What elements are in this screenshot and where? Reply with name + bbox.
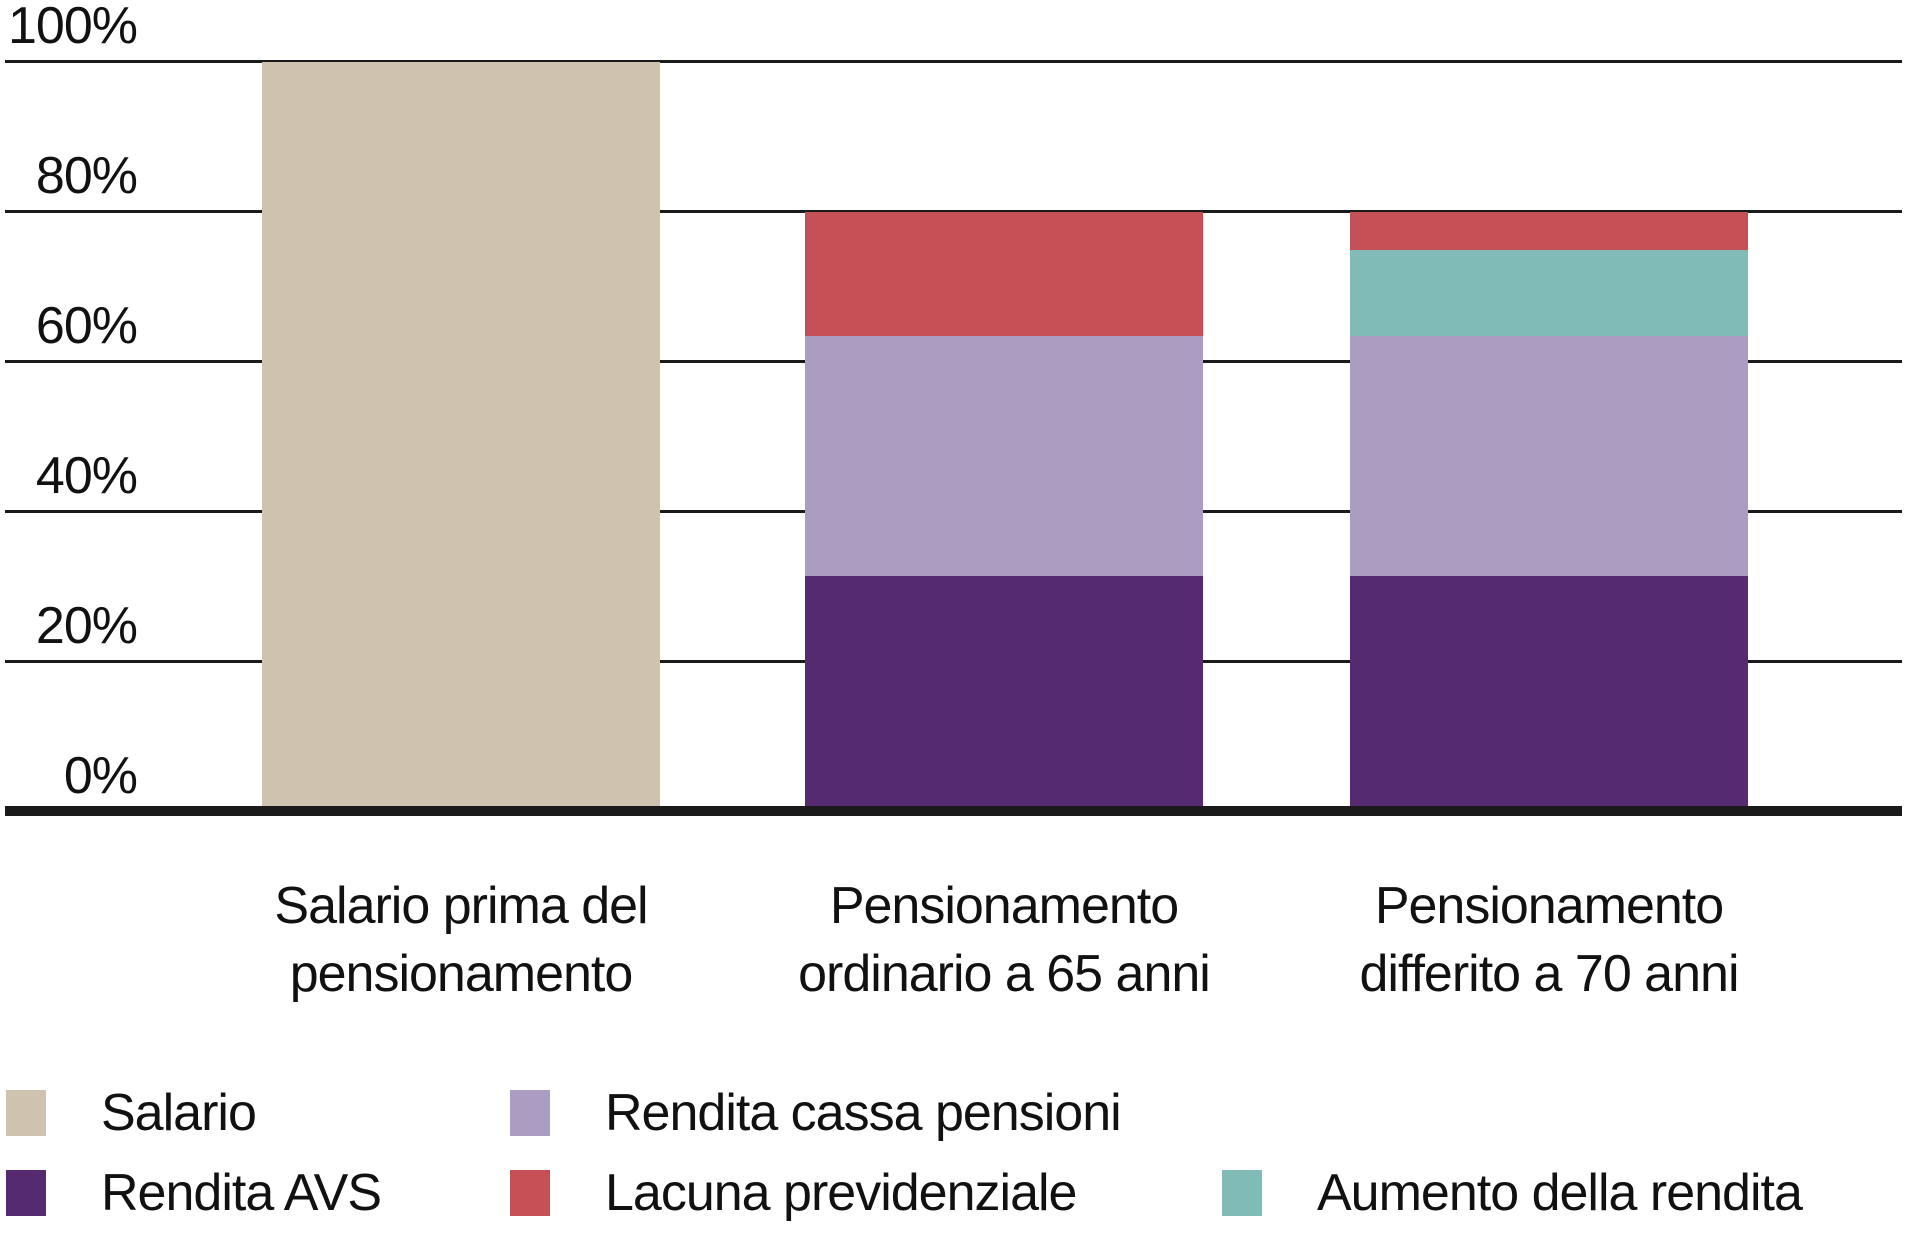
x-axis-category-label: Pensionamento differito a 70 anni — [1359, 877, 1740, 1003]
legend-swatch-aumento-della-rendita — [1222, 1170, 1262, 1216]
legend-label: Salario — [101, 1084, 257, 1142]
x-axis-line — [5, 806, 1902, 816]
y-axis-tick-label: 100% — [8, 0, 138, 55]
x-axis-category-label: Salario prima del pensionamento — [274, 877, 648, 1003]
legend-swatch-rendita-avs — [6, 1170, 46, 1216]
legend-label: Rendita AVS — [101, 1164, 382, 1222]
y-axis-tick-label: 60% — [35, 297, 138, 355]
bar-segment-rendita-avs — [805, 575, 1203, 812]
x-axis-category-label: Pensionamento ordinario a 65 anni — [798, 877, 1211, 1003]
legend-label: Aumento della rendita — [1317, 1164, 1803, 1222]
y-axis-tick-label: 80% — [35, 147, 138, 205]
legend-swatch-lacuna-previdenziale — [510, 1170, 550, 1216]
bar-segment-lacuna-previdenziale — [1350, 212, 1748, 250]
y-axis-tick-label: 20% — [35, 597, 138, 655]
bar-segment-lacuna-previdenziale — [805, 212, 1203, 336]
bar-segment-aumento-della-rendita — [1350, 249, 1748, 336]
y-axis-tick-label: 0% — [63, 747, 138, 805]
bar-segment-rendita-cassa-pensioni — [805, 335, 1203, 576]
legend-swatch-salario — [6, 1090, 46, 1136]
gridline — [5, 60, 1902, 63]
gridline — [5, 210, 1902, 213]
y-axis-tick-label: 40% — [35, 447, 138, 505]
bar-segment-rendita-cassa-pensioni — [1350, 335, 1748, 576]
bar-segment-salario — [262, 62, 660, 812]
bar-segment-rendita-avs — [1350, 575, 1748, 812]
legend-label: Rendita cassa pensioni — [605, 1084, 1122, 1142]
legend-swatch-rendita-cassa-pensioni — [510, 1090, 550, 1136]
legend-label: Lacuna previdenziale — [605, 1164, 1077, 1222]
